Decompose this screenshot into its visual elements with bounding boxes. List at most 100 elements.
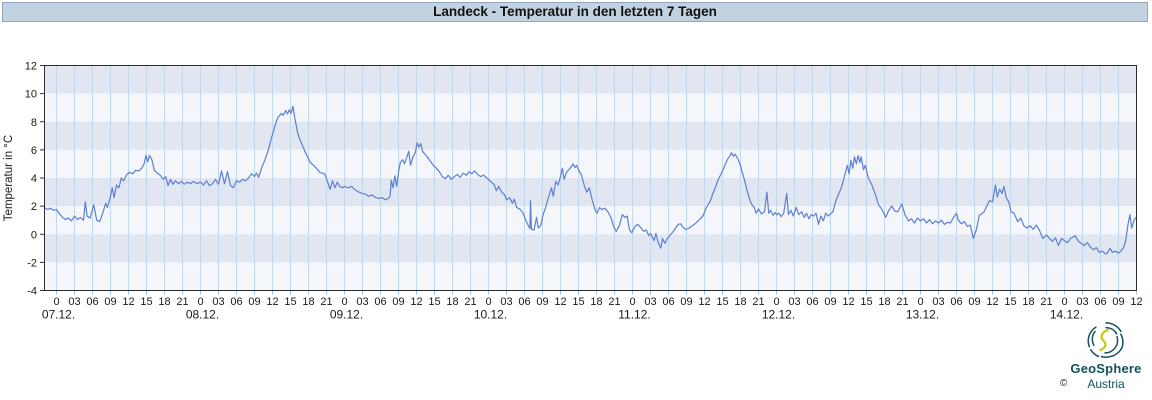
- x-tick-label: 21: [896, 296, 908, 308]
- x-tick-label: 03: [356, 296, 368, 308]
- date-label: 10.12.: [474, 308, 507, 322]
- y-tick-labels: 12 10 8 6 4 2 0 -2 -4: [25, 61, 37, 298]
- x-tick-label: 0: [629, 296, 635, 308]
- date-label: 14.12.: [1050, 308, 1083, 322]
- plot-bands: [44, 65, 1137, 291]
- x-tick-label: 12: [410, 296, 422, 308]
- x-tick-labels: 0 03 06 09 12 15 18 21 0 03 06 09 12 15 18 21 0 03 06 09 12 1…: [53, 296, 1142, 308]
- x-tick-label: 21: [176, 296, 188, 308]
- y-tick-label: 8: [31, 117, 37, 129]
- band: [44, 121, 1137, 150]
- band: [44, 262, 1137, 291]
- x-tick-label: 03: [788, 296, 800, 308]
- date-label: 13.12.: [906, 308, 939, 322]
- x-ticks: [56, 290, 1137, 295]
- date-label: 07.12.: [42, 308, 75, 322]
- plot-border: [44, 65, 1137, 291]
- x-tick-label: 0: [341, 296, 347, 308]
- x-tick-label: 12: [122, 296, 134, 308]
- date-label: 09.12.: [330, 308, 363, 322]
- y-tick-label: -2: [27, 257, 37, 269]
- x-tick-label: 18: [158, 296, 170, 308]
- x-tick-label: 03: [68, 296, 80, 308]
- geosphere-logo: GeoSphere © Austria: [1058, 320, 1152, 391]
- x-tick-label: 12: [986, 296, 998, 308]
- x-tick-label: 09: [824, 296, 836, 308]
- y-axis-title: Temperatur in °C: [3, 135, 15, 221]
- x-tick-label: 0: [53, 296, 59, 308]
- band: [44, 206, 1137, 235]
- x-tick-label: 0: [917, 296, 923, 308]
- x-tick-label: 15: [140, 296, 152, 308]
- x-tick-label: 12: [842, 296, 854, 308]
- band: [44, 65, 1137, 94]
- x-tick-label: 09: [1112, 296, 1124, 308]
- x-tick-label: 18: [1022, 296, 1034, 308]
- x-tick-label: 03: [500, 296, 512, 308]
- geosphere-logo-icon: [1087, 322, 1124, 358]
- date-labels: 07.12. 08.12. 09.12. 10.12. 11.12. 12.12. 13.1…: [42, 308, 1083, 322]
- x-tick-label: 21: [752, 296, 764, 308]
- temperature-line: [43, 105, 1138, 255]
- x-tick-label: 06: [950, 296, 962, 308]
- x-tick-label: 09: [680, 296, 692, 308]
- x-tick-label: 03: [1076, 296, 1088, 308]
- x-tick-label: 03: [932, 296, 944, 308]
- x-tick-label: 09: [968, 296, 980, 308]
- x-tick-label: 21: [1040, 296, 1052, 308]
- y-ticks: [40, 65, 45, 291]
- x-gridlines: [56, 65, 1137, 291]
- x-tick-label: 15: [1004, 296, 1016, 308]
- x-tick-label: 15: [284, 296, 296, 308]
- x-tick-label: 03: [212, 296, 224, 308]
- x-tick-label: 06: [230, 296, 242, 308]
- x-tick-label: 12: [698, 296, 710, 308]
- band: [44, 93, 1137, 122]
- x-tick-label: 15: [716, 296, 728, 308]
- y-tick-label: 0: [31, 229, 37, 241]
- x-tick-label: 12: [554, 296, 566, 308]
- x-tick-label: 06: [806, 296, 818, 308]
- x-tick-label: 09: [392, 296, 404, 308]
- x-tick-label: 18: [734, 296, 746, 308]
- x-tick-label: 21: [464, 296, 476, 308]
- logo-text-geosphere: GeoSphere: [1070, 361, 1142, 376]
- x-tick-label: 12: [1130, 296, 1142, 308]
- date-label: 08.12.: [186, 308, 219, 322]
- y-tick-label: 6: [31, 145, 37, 157]
- x-tick-label: 03: [644, 296, 656, 308]
- x-tick-label: 0: [773, 296, 779, 308]
- title-bar: Landeck - Temperatur in den letzten 7 Ta…: [2, 2, 1148, 22]
- x-tick-label: 09: [104, 296, 116, 308]
- x-tick-label: 0: [197, 296, 203, 308]
- x-tick-label: 06: [662, 296, 674, 308]
- y-tick-label: 12: [25, 61, 37, 73]
- x-tick-label: 18: [446, 296, 458, 308]
- logo-green-swirl: [1099, 328, 1110, 352]
- x-tick-label: 21: [608, 296, 620, 308]
- page-title: Landeck - Temperatur in den letzten 7 Ta…: [433, 4, 717, 19]
- band: [44, 149, 1137, 178]
- x-tick-label: 09: [536, 296, 548, 308]
- y-tick-label: -4: [27, 286, 37, 298]
- y-tick-label: 10: [25, 89, 37, 101]
- x-tick-label: 18: [878, 296, 890, 308]
- y-tick-label: 4: [31, 173, 37, 185]
- x-tick-label: 0: [1061, 296, 1067, 308]
- x-tick-label: 0: [485, 296, 491, 308]
- copyright-symbol: ©: [1060, 378, 1068, 389]
- x-tick-label: 21: [320, 296, 332, 308]
- x-tick-label: 06: [518, 296, 530, 308]
- x-tick-label: 09: [248, 296, 260, 308]
- x-tick-label: 15: [572, 296, 584, 308]
- y-tick-label: 2: [31, 201, 37, 213]
- x-tick-label: 06: [374, 296, 386, 308]
- x-tick-label: 12: [266, 296, 278, 308]
- x-tick-label: 06: [86, 296, 98, 308]
- date-label: 11.12.: [618, 308, 650, 322]
- x-tick-label: 15: [860, 296, 872, 308]
- logo-text-austria: © Austria: [1060, 377, 1125, 391]
- band: [44, 234, 1137, 263]
- x-tick-label: 18: [302, 296, 314, 308]
